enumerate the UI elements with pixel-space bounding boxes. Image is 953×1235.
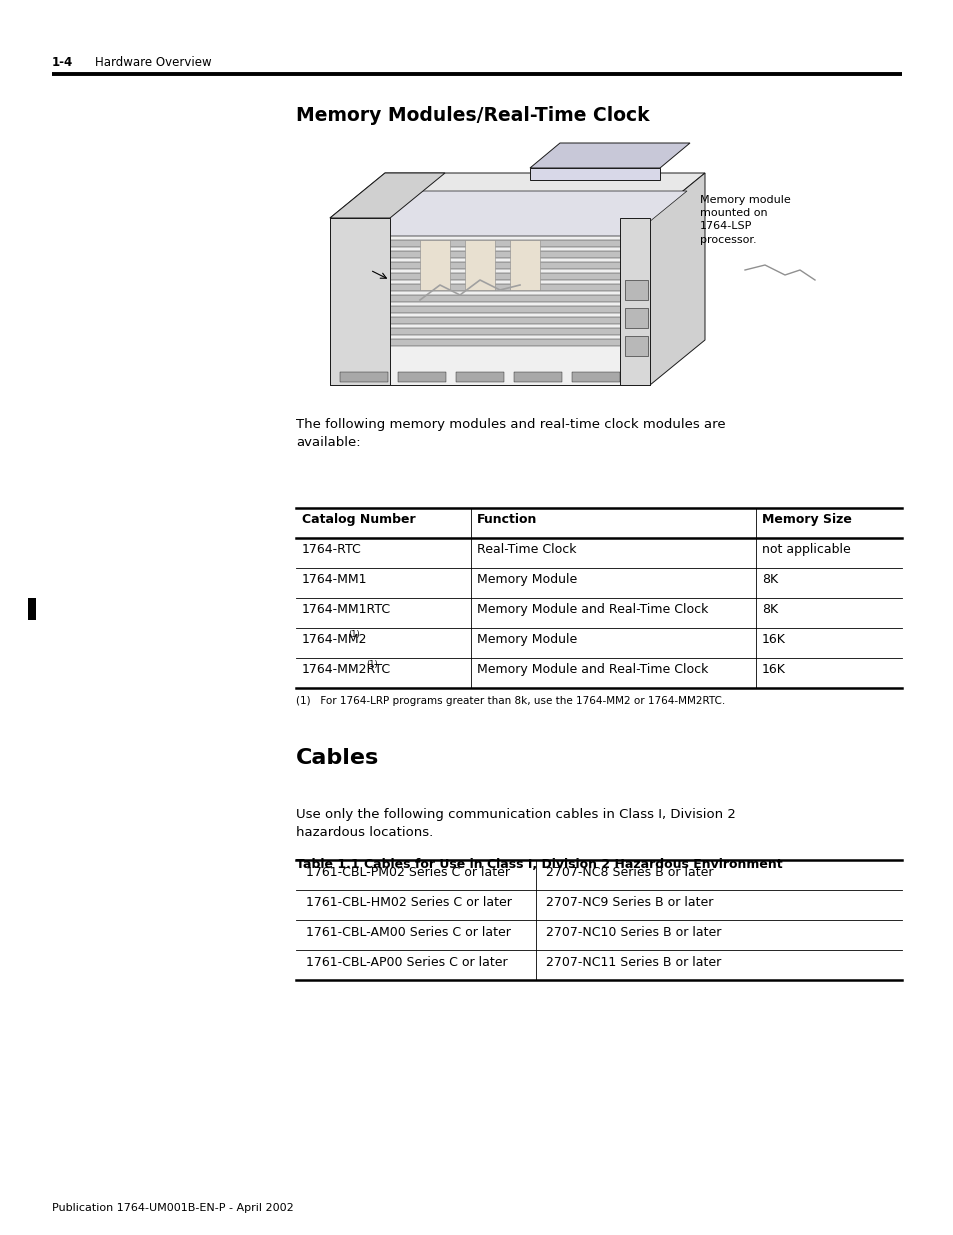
- Text: Memory module
mounted on
1764-LSP
processor.: Memory module mounted on 1764-LSP proces…: [700, 195, 790, 245]
- Text: Function: Function: [476, 513, 537, 526]
- Polygon shape: [339, 317, 638, 324]
- Polygon shape: [339, 273, 638, 280]
- Text: 8K: 8K: [761, 573, 778, 585]
- Text: 2707-NC8 Series B or later: 2707-NC8 Series B or later: [545, 866, 713, 879]
- Text: (1)   For 1764-LRP programs greater than 8k, use the 1764-MM2 or 1764-MM2RTC.: (1) For 1764-LRP programs greater than 8…: [295, 697, 724, 706]
- Polygon shape: [510, 240, 539, 290]
- Text: The following memory modules and real-time clock modules are
available:: The following memory modules and real-ti…: [295, 417, 725, 450]
- Text: Catalog Number: Catalog Number: [302, 513, 416, 526]
- Text: Publication 1764-UM001B-EN-P - April 2002: Publication 1764-UM001B-EN-P - April 200…: [52, 1203, 294, 1213]
- Text: Table 1.1 Cables for Use in Class I, Division 2 Hazardous Environment: Table 1.1 Cables for Use in Class I, Div…: [295, 858, 781, 871]
- Text: 2707-NC10 Series B or later: 2707-NC10 Series B or later: [545, 926, 720, 939]
- Polygon shape: [419, 240, 450, 290]
- Text: Memory Module: Memory Module: [476, 634, 577, 646]
- Text: 1761-CBL-AP00 Series C or later: 1761-CBL-AP00 Series C or later: [306, 956, 507, 969]
- Polygon shape: [530, 168, 659, 180]
- Polygon shape: [330, 219, 649, 385]
- Text: 1764-MM2: 1764-MM2: [302, 634, 367, 646]
- Polygon shape: [330, 219, 390, 385]
- Text: 2707-NC11 Series B or later: 2707-NC11 Series B or later: [545, 956, 720, 969]
- Text: 16K: 16K: [761, 634, 785, 646]
- Bar: [28, 598, 36, 620]
- Text: 1-4: 1-4: [52, 56, 73, 69]
- Polygon shape: [339, 284, 638, 291]
- Polygon shape: [456, 372, 503, 382]
- Polygon shape: [339, 251, 638, 258]
- Text: not applicable: not applicable: [761, 543, 850, 556]
- Polygon shape: [339, 306, 638, 312]
- Text: Memory Module and Real-Time Clock: Memory Module and Real-Time Clock: [476, 603, 708, 616]
- Polygon shape: [339, 338, 638, 346]
- Text: Real-Time Clock: Real-Time Clock: [476, 543, 576, 556]
- Text: 2707-NC9 Series B or later: 2707-NC9 Series B or later: [545, 897, 713, 909]
- Text: (1): (1): [348, 630, 360, 638]
- Polygon shape: [339, 262, 638, 269]
- Polygon shape: [530, 143, 689, 168]
- Text: Cables: Cables: [295, 748, 379, 768]
- Text: Memory Modules/Real-Time Clock: Memory Modules/Real-Time Clock: [295, 106, 649, 125]
- Text: Memory Module and Real-Time Clock: Memory Module and Real-Time Clock: [476, 663, 708, 676]
- Polygon shape: [339, 372, 388, 382]
- Polygon shape: [339, 240, 638, 247]
- Text: Memory Module: Memory Module: [476, 573, 577, 585]
- Polygon shape: [649, 173, 704, 385]
- Polygon shape: [624, 308, 647, 329]
- Text: 16K: 16K: [761, 663, 785, 676]
- Text: 1761-CBL-PM02 Series C or later: 1761-CBL-PM02 Series C or later: [306, 866, 510, 879]
- Text: 1764-MM1RTC: 1764-MM1RTC: [302, 603, 391, 616]
- Text: 1761-CBL-HM02 Series C or later: 1761-CBL-HM02 Series C or later: [306, 897, 512, 909]
- Text: Use only the following communication cables in Class I, Division 2
hazardous loc: Use only the following communication cab…: [295, 808, 735, 839]
- Polygon shape: [624, 336, 647, 356]
- Text: 8K: 8K: [761, 603, 778, 616]
- Polygon shape: [619, 219, 649, 385]
- Polygon shape: [339, 295, 638, 303]
- Text: 1764-RTC: 1764-RTC: [302, 543, 361, 556]
- Text: 1764-MM2RTC: 1764-MM2RTC: [302, 663, 391, 676]
- Polygon shape: [572, 372, 619, 382]
- Text: Memory Size: Memory Size: [761, 513, 851, 526]
- Polygon shape: [514, 372, 561, 382]
- Polygon shape: [348, 191, 686, 236]
- Text: (1): (1): [365, 659, 377, 669]
- Polygon shape: [330, 173, 704, 219]
- Polygon shape: [397, 372, 446, 382]
- Text: Hardware Overview: Hardware Overview: [95, 56, 212, 69]
- Polygon shape: [464, 240, 495, 290]
- Polygon shape: [339, 329, 638, 335]
- Polygon shape: [330, 173, 444, 219]
- Polygon shape: [624, 280, 647, 300]
- Text: 1764-MM1: 1764-MM1: [302, 573, 367, 585]
- Text: 1761-CBL-AM00 Series C or later: 1761-CBL-AM00 Series C or later: [306, 926, 511, 939]
